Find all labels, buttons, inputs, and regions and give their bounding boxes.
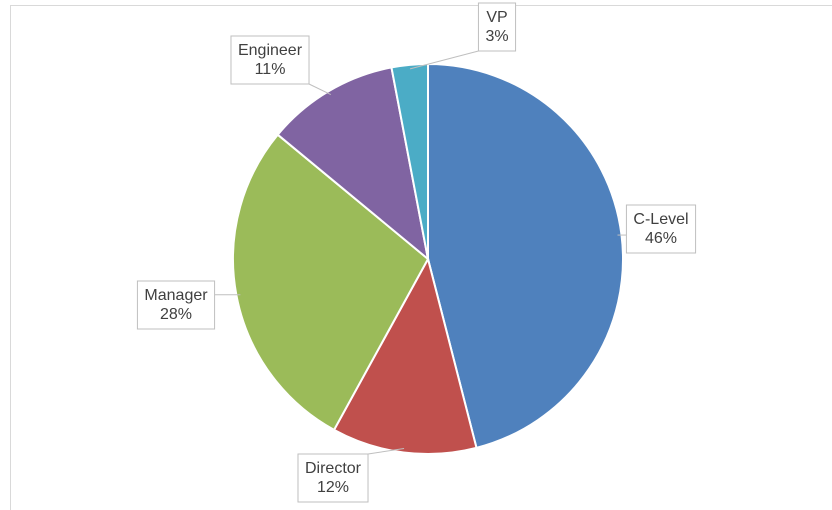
leader-line: [308, 83, 331, 96]
label-value: 3%: [485, 28, 508, 45]
label-box: [625, 204, 697, 254]
label-name: VP: [486, 9, 507, 26]
leader-line: [409, 50, 479, 70]
label-box: [230, 35, 310, 85]
pie-slice: [276, 66, 430, 262]
pie-slice: [232, 133, 430, 432]
label-value: 11%: [255, 61, 286, 78]
data-label: Director 12%: [297, 453, 369, 503]
data-label: C-Level 46%: [625, 204, 697, 254]
label-value: 28%: [160, 306, 192, 323]
data-label: Manager 28%: [136, 280, 216, 330]
pie-slice: [332, 256, 478, 455]
label-value: 12%: [317, 479, 349, 496]
label-box: [477, 2, 517, 52]
label-name: Manager: [144, 287, 208, 304]
label-box: [136, 280, 216, 330]
label-box: [297, 453, 369, 503]
label-name: Director: [305, 460, 362, 477]
label-name: C-Level: [633, 211, 688, 228]
data-label: Engineer 11%: [230, 35, 310, 85]
label-value: 46%: [645, 230, 677, 247]
leader-line: [367, 447, 405, 455]
label-name: Engineer: [238, 42, 303, 59]
data-label: VP 3%: [477, 2, 517, 52]
